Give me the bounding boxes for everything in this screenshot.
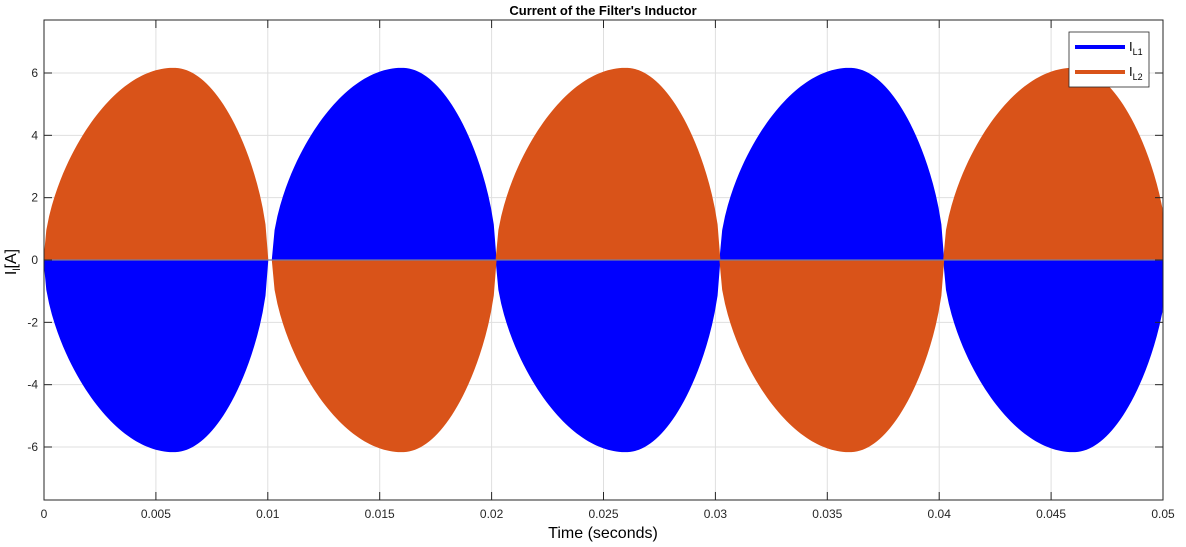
x-tick-label-7: 0.035 bbox=[812, 507, 842, 521]
lobe-il2-3 bbox=[719, 259, 945, 453]
x-tick-label-1: 0.005 bbox=[141, 507, 171, 521]
legend-box bbox=[1068, 31, 1150, 88]
x-tick-label-3: 0.015 bbox=[365, 507, 395, 521]
x-tick-label-8: 0.04 bbox=[928, 507, 952, 521]
y-axis-label-sub: l bbox=[12, 268, 23, 270]
y-tick-label-0: -6 bbox=[27, 440, 38, 454]
x-tick-label-5: 0.025 bbox=[588, 507, 618, 521]
legend-label-il1: IL1 bbox=[1129, 39, 1143, 57]
x-tick-label-2: 0.01 bbox=[256, 507, 280, 521]
lobe-il2-1 bbox=[271, 259, 497, 453]
y-tick-label-3: 0 bbox=[31, 253, 38, 267]
lobe-il1-0 bbox=[43, 259, 269, 453]
lobe-il2-0 bbox=[43, 67, 269, 261]
legend-label-il2: IL2 bbox=[1129, 64, 1143, 82]
lobe-il1-1 bbox=[271, 67, 497, 261]
y-axis-label-unit: [A] bbox=[3, 249, 20, 269]
y-tick-label-5: 4 bbox=[31, 128, 38, 142]
lobe-il1-4 bbox=[943, 259, 1164, 453]
x-tick-label-9: 0.045 bbox=[1036, 507, 1066, 521]
axis-ticks bbox=[43, 20, 1164, 500]
y-tick-label-2: -2 bbox=[27, 315, 38, 329]
y-axis-label-main: I bbox=[3, 271, 20, 275]
svg-text:Il[A]: Il[A] bbox=[3, 249, 23, 275]
series-lobes bbox=[43, 67, 1164, 453]
x-tick-labels: 0 0.005 0.01 0.015 0.02 0.025 0.03 0.035 0.04 0.0… bbox=[41, 507, 1175, 521]
y-tick-label-6: 6 bbox=[31, 66, 38, 80]
y-axis-label: Il[A] bbox=[3, 249, 23, 275]
lobe-il2-2 bbox=[495, 67, 721, 261]
lobe-il2-4 bbox=[943, 67, 1164, 261]
lobe-il1-3 bbox=[719, 67, 945, 261]
x-tick-label-4: 0.02 bbox=[480, 507, 504, 521]
lobe-il1-2 bbox=[495, 259, 721, 453]
chart-title: Current of the Filter's Inductor bbox=[509, 3, 696, 18]
y-tick-label-4: 2 bbox=[31, 191, 38, 205]
x-axis-label: Time (seconds) bbox=[548, 525, 658, 542]
legend: IL1 IL2 bbox=[1068, 31, 1150, 88]
y-tick-labels: -6 -4 -2 0 2 4 6 bbox=[27, 66, 38, 454]
x-tick-label-0: 0 bbox=[41, 507, 48, 521]
x-tick-label-6: 0.03 bbox=[704, 507, 728, 521]
y-tick-label-1: -4 bbox=[27, 378, 38, 392]
x-tick-label-10: 0.05 bbox=[1151, 507, 1175, 521]
